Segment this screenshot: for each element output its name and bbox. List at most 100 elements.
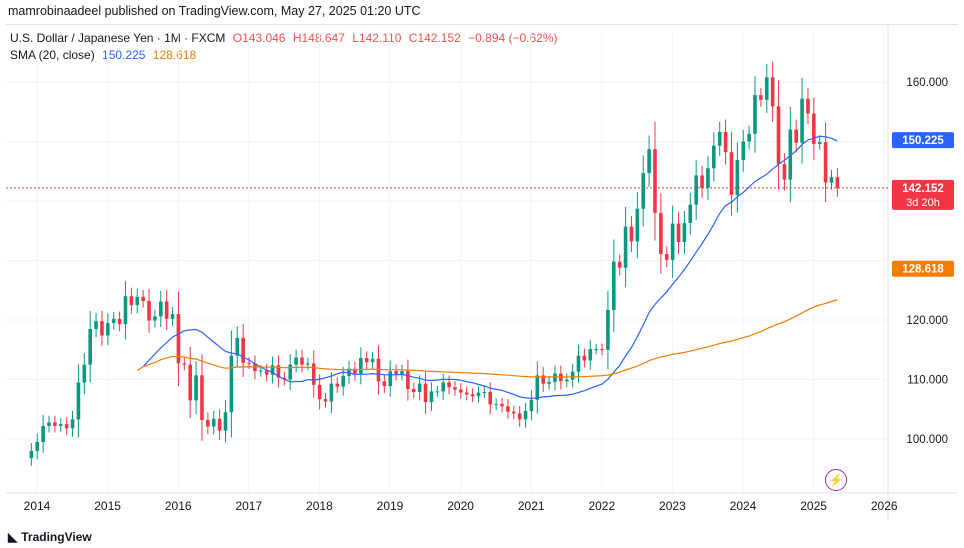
- change-value: −0.894 (−0.62%): [468, 31, 558, 45]
- sma-label[interactable]: SMA (20, close): [10, 48, 95, 62]
- candle-body: [653, 149, 657, 213]
- candle-body: [388, 371, 393, 387]
- candle-body: [411, 389, 416, 392]
- symbol-name[interactable]: U.S. Dollar / Japanese Yen · 1M · FXCM: [10, 31, 226, 45]
- candle-body: [141, 296, 145, 301]
- candle-body: [500, 403, 504, 407]
- candle-body: [229, 355, 234, 413]
- x-tick-label: 2014: [24, 499, 51, 513]
- x-tick-label: 2026: [871, 499, 898, 513]
- candle-body: [94, 321, 98, 329]
- candle-body: [353, 368, 357, 374]
- lightning-icon[interactable]: ⚡: [825, 469, 847, 491]
- candle-body: [206, 419, 210, 427]
- candle-body: [464, 392, 469, 395]
- candle-body: [241, 337, 245, 363]
- candle-body: [329, 383, 334, 402]
- candle-body: [417, 383, 422, 392]
- candle-body: [764, 77, 769, 100]
- x-tick-label: 2015: [94, 499, 121, 513]
- candle-body: [158, 301, 163, 317]
- candle-body: [100, 321, 104, 336]
- last-price-tag: 142.152: [902, 183, 944, 195]
- candle-body: [235, 337, 240, 356]
- candle-body: [800, 98, 804, 143]
- candle-body: [523, 411, 528, 420]
- candle-body: [135, 296, 140, 306]
- candle-body: [58, 424, 63, 426]
- publisher-line: mamrobinaadeel published on TradingView.…: [8, 4, 421, 18]
- candle-body: [441, 382, 445, 392]
- candle-body: [117, 318, 122, 325]
- candle-body: [82, 364, 87, 383]
- candle-body: [176, 314, 181, 364]
- candle-body: [29, 450, 34, 459]
- candle-body: [123, 296, 128, 325]
- candle-body: [547, 381, 551, 384]
- x-tick-label: 2018: [306, 499, 333, 513]
- candle-body: [776, 106, 781, 165]
- candle-body: [623, 226, 628, 268]
- candle-body: [106, 322, 110, 336]
- candle-body: [459, 389, 463, 393]
- candle-body: [600, 349, 604, 351]
- candle-body: [188, 364, 193, 401]
- y-tick-label: 120.000: [906, 315, 948, 327]
- candle-body: [647, 149, 651, 174]
- candle-body: [806, 98, 810, 114]
- candle-body: [612, 261, 616, 310]
- candle-body: [170, 314, 175, 319]
- candle-body: [576, 355, 581, 372]
- candle-body: [570, 371, 575, 380]
- candle-body: [317, 384, 322, 400]
- candle-body: [429, 391, 434, 403]
- candle-body: [223, 412, 228, 431]
- symbol-legend: U.S. Dollar / Japanese Yen · 1M · FXCM O…: [10, 31, 562, 45]
- candle-body: [694, 175, 698, 205]
- candle-body: [47, 422, 51, 426]
- candle-body: [423, 383, 428, 403]
- candle-body: [211, 418, 216, 427]
- candle-body: [735, 159, 740, 196]
- low-value: L142.110: [352, 31, 402, 45]
- sma2-line: [136, 299, 838, 378]
- candle-body: [664, 253, 669, 260]
- y-tick-label: 160.000: [906, 77, 948, 89]
- x-tick-label: 2017: [235, 499, 262, 513]
- candle-body: [341, 375, 345, 387]
- candle-body: [64, 424, 69, 429]
- y-tick-label: 110.000: [907, 375, 948, 387]
- close-value: C142.152: [408, 31, 461, 45]
- candle-body: [741, 141, 746, 160]
- candle-body: [153, 316, 157, 321]
- logo-text: TradingView: [21, 530, 92, 544]
- sma2-price-tag-bg: [892, 260, 954, 277]
- candle-body: [594, 349, 598, 351]
- candle-body: [482, 391, 487, 393]
- candle-body: [770, 77, 775, 107]
- candle-body: [712, 145, 716, 169]
- candle-body: [129, 296, 134, 306]
- candle-body: [641, 173, 646, 209]
- candle-body: [276, 365, 281, 378]
- candle-body: [359, 358, 363, 374]
- x-tick-label: 2016: [165, 499, 192, 513]
- candle-body: [829, 177, 834, 183]
- candle-body: [453, 387, 457, 390]
- candle-body: [306, 363, 310, 365]
- candle-body: [288, 364, 293, 380]
- candle-body: [270, 365, 275, 375]
- candle-body: [788, 129, 793, 180]
- y-tick-label: 100.000: [906, 434, 948, 446]
- candle-body: [753, 95, 757, 134]
- candle-body: [564, 379, 569, 382]
- candle-body: [488, 391, 493, 405]
- indicator-legend: SMA (20, close) 150.225 128.618: [10, 48, 200, 62]
- candle-body: [259, 370, 263, 372]
- candle-body: [747, 133, 751, 142]
- x-tick-label: 2023: [659, 499, 686, 513]
- candle-body: [470, 394, 475, 397]
- candle-body: [335, 383, 340, 387]
- candle-body: [729, 152, 734, 196]
